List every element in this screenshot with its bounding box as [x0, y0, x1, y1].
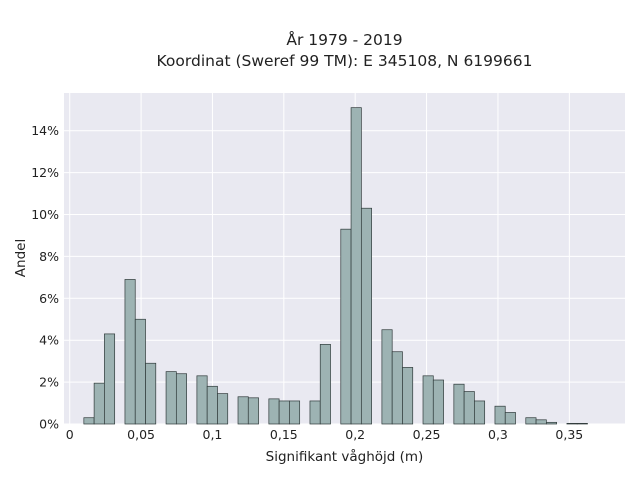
histogram-bar [278, 400, 290, 425]
y-tick-label: 2% [39, 375, 59, 390]
histogram-bar [504, 412, 516, 425]
x-axis-ticks: 0 0,05 0,1 0,15 0,2 0,25 0,3 0,35 [66, 427, 584, 442]
histogram-bar [124, 279, 136, 425]
histogram-bar [474, 400, 486, 425]
chart-title-line2: Koordinat (Sweref 99 TM): E 345108, N 61… [157, 52, 533, 70]
histogram-bar [175, 373, 187, 425]
histogram-bar [432, 379, 444, 425]
histogram-bar [350, 107, 362, 425]
y-tick-label: 14% [31, 123, 59, 138]
y-tick-label: 12% [31, 165, 59, 180]
histogram-bar [494, 405, 506, 425]
x-tick-label: 0,2 [345, 427, 365, 442]
histogram-bar [289, 400, 301, 425]
histogram-bar [525, 417, 537, 425]
y-axis-ticks: 0% 2% 4% 6% 8% 10% 12% 14% [31, 123, 59, 431]
histogram-bar [453, 383, 465, 425]
histogram-bar [402, 367, 414, 425]
histogram-bar [535, 419, 547, 425]
chart-title-line1: År 1979 - 2019 [286, 30, 402, 49]
histogram-bar [145, 362, 157, 425]
y-tick-label: 4% [39, 333, 59, 348]
histogram-bar [83, 417, 95, 425]
x-axis-label: Signifikant våghöjd (m) [266, 448, 424, 465]
histogram-bar [93, 382, 105, 425]
y-tick-label: 6% [39, 291, 59, 306]
histogram-bar [104, 333, 116, 425]
histogram-bar [206, 385, 218, 425]
histogram-bar [545, 421, 557, 425]
histogram-bar [247, 397, 259, 425]
y-axis-label: Andel [13, 239, 29, 277]
x-tick-label: 0 [66, 427, 74, 442]
x-tick-label: 0,35 [555, 427, 583, 442]
histogram-bar [319, 344, 331, 425]
histogram-bar [196, 375, 208, 425]
histogram-bar [381, 329, 393, 425]
histogram-bar [268, 398, 280, 425]
y-tick-label: 0% [39, 417, 59, 432]
histogram-bar [340, 228, 352, 425]
x-tick-label: 0,25 [413, 427, 441, 442]
x-tick-label: 0,15 [270, 427, 298, 442]
histogram-bar [360, 207, 372, 425]
histogram-bar [463, 391, 475, 425]
histogram-bar [237, 396, 249, 425]
x-tick-label: 0,05 [127, 427, 155, 442]
histogram-bar [165, 371, 177, 425]
histogram-bar [566, 423, 578, 425]
histogram-bar [422, 375, 434, 425]
x-tick-label: 0,1 [203, 427, 223, 442]
histogram-bar [309, 400, 321, 425]
y-tick-label: 8% [39, 249, 59, 264]
histogram-bar [217, 393, 229, 425]
bars [83, 107, 588, 425]
histogram-bar [576, 423, 588, 425]
histogram-bar [391, 351, 403, 425]
x-tick-label: 0,3 [488, 427, 508, 442]
histogram-bar [134, 318, 146, 425]
y-tick-label: 10% [31, 207, 59, 222]
